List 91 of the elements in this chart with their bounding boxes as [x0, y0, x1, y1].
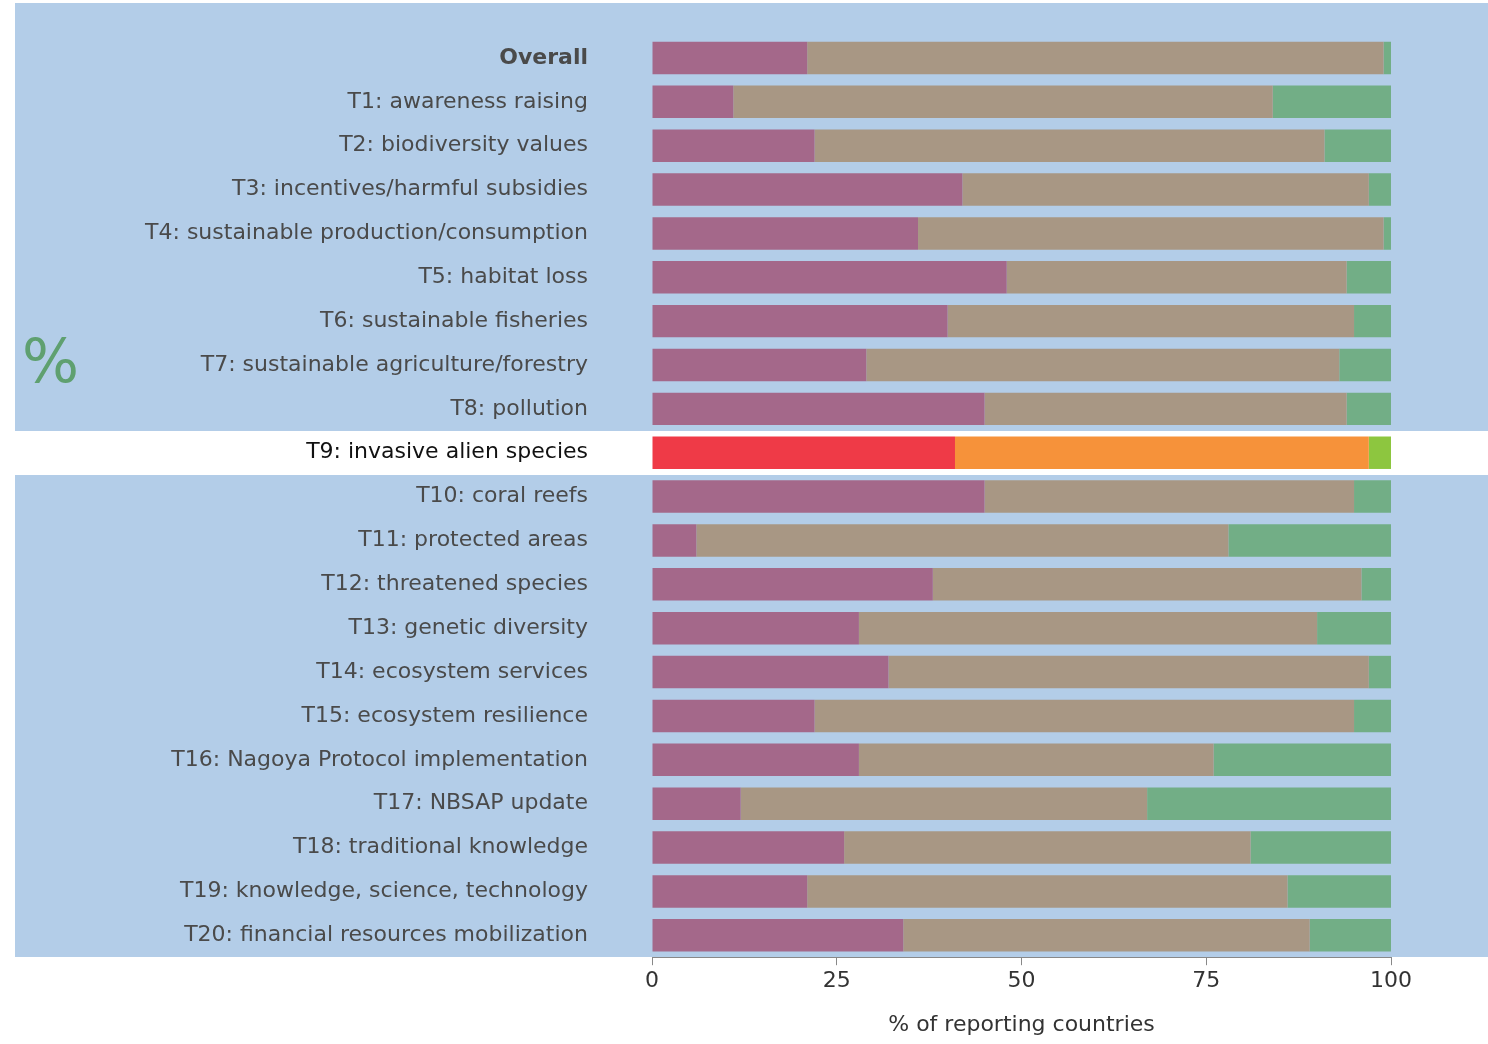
bar [1272, 85, 1391, 119]
bar [1147, 787, 1391, 820]
bar [858, 743, 1214, 777]
y-tick-label: T12: threatened species [320, 570, 588, 596]
bar [1346, 261, 1391, 294]
bar [984, 392, 1347, 426]
bar [1287, 875, 1391, 908]
x-tick-label: 0 [645, 967, 659, 993]
bar [740, 787, 1148, 820]
bar [1317, 611, 1391, 645]
y-tick-label: T18: traditional knowledge [291, 833, 588, 859]
bar [652, 129, 815, 162]
y-tick-label: T10: coral reefs [415, 482, 588, 508]
bar [984, 480, 1355, 513]
y-tick-label: T7: sustainable agriculture/forestry [199, 350, 588, 376]
y-tick-label: T9: invasive alien species [305, 438, 588, 464]
text: % [22, 325, 80, 396]
bar [1368, 655, 1391, 689]
bar [652, 480, 985, 513]
bar [652, 173, 963, 206]
bar [888, 655, 1369, 689]
bar [652, 436, 955, 469]
bar [1354, 699, 1391, 733]
bar [807, 41, 1384, 75]
y-tick-label: T3: incentives/harmful subsidies [231, 175, 588, 201]
bar [652, 875, 808, 908]
bar [652, 655, 889, 689]
x-tick-label: 100 [1370, 967, 1412, 993]
y-tick-label: T2: biodiversity values [338, 131, 588, 157]
y-tick-label: T1: awareness raising [346, 87, 588, 113]
bar [962, 173, 1369, 206]
bar [1361, 568, 1391, 601]
bar [652, 743, 859, 777]
bar [814, 699, 1355, 733]
bar [866, 348, 1340, 382]
bar [1354, 304, 1391, 338]
bar [1339, 348, 1391, 382]
bar [1228, 524, 1391, 557]
bar [1354, 480, 1391, 513]
bar [652, 919, 904, 952]
bar [858, 611, 1318, 645]
bar [696, 524, 1229, 557]
y-tick-label: T20: financial resources mobilization [183, 920, 588, 946]
y-tick-label: T11: protected areas [357, 526, 588, 552]
bar [1368, 436, 1391, 469]
y-tick-label: T15: ecosystem resilience [300, 701, 588, 727]
bar [903, 919, 1310, 952]
bar [1383, 41, 1391, 75]
bar [1213, 743, 1391, 777]
bar [1346, 392, 1391, 426]
y-tick-label: Overall [499, 43, 588, 69]
y-tick-label: T13: genetic diversity [347, 613, 588, 639]
x-axis-title: % of reporting countries [888, 1010, 1155, 1036]
bar [844, 831, 1251, 864]
bar [733, 85, 1273, 119]
bar [652, 831, 845, 864]
y-tick-label: T17: NBSAP update [372, 789, 588, 815]
bar [1383, 217, 1391, 250]
bar [652, 611, 859, 645]
y-tick-label: T5: habitat loss [417, 262, 588, 288]
bar [652, 699, 815, 733]
y-tick-label: T19: knowledge, science, technology [179, 877, 588, 903]
bar [652, 348, 867, 382]
y-tick-label: T4: sustainable production/consumption [144, 219, 588, 245]
bar [947, 304, 1355, 338]
y-tick-label: T6: sustainable fisheries [319, 306, 588, 332]
x-tick-label: 25 [822, 967, 851, 993]
bar [918, 217, 1384, 250]
bar [1309, 919, 1391, 952]
bar [652, 85, 734, 119]
bar [1250, 831, 1391, 864]
bar [954, 436, 1369, 469]
bar [652, 304, 948, 338]
y-tick-label: T16: Nagoya Protocol implementation [170, 745, 588, 771]
bar [1368, 173, 1391, 206]
bar [814, 129, 1325, 162]
y-tick-label: T8: pollution [449, 394, 588, 420]
bar [652, 392, 985, 426]
bar [1324, 129, 1391, 162]
bar [932, 568, 1362, 601]
bar [652, 787, 741, 820]
x-tick-label: 75 [1192, 967, 1221, 993]
bar [652, 217, 919, 250]
bar [652, 568, 933, 601]
bar [652, 524, 697, 557]
x-tick-label: 50 [1007, 967, 1036, 993]
bar [652, 41, 808, 75]
bar [652, 261, 1007, 294]
bar [1006, 261, 1347, 294]
y-tick-label: T14: ecosystem services [315, 657, 588, 683]
bar [807, 875, 1288, 908]
